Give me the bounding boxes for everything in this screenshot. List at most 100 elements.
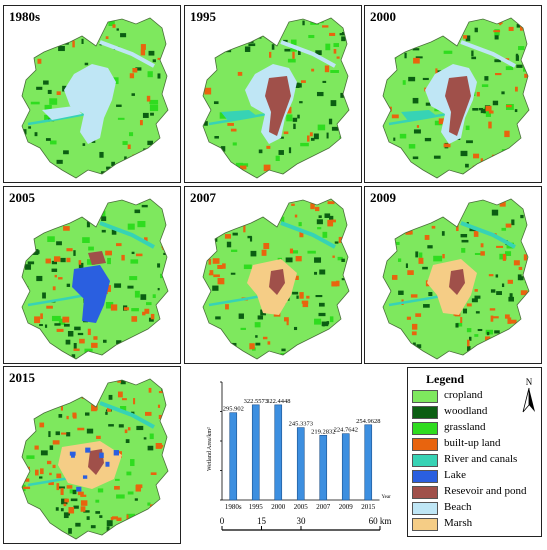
built-up-patch [413,57,420,64]
built-up-patch [485,336,491,341]
built-up-patch [169,411,173,413]
built-up-patch [150,525,157,530]
built-up-patch [486,347,493,353]
bar-2005 [296,427,305,501]
built-up-patch [508,26,514,31]
woodland-patch [166,232,168,237]
panel-year-label: 1980s [9,9,41,24]
woodland-patch [474,295,481,299]
built-up-patch [217,264,223,269]
x-tick-label: 1980s [225,503,242,511]
woodland-patch [90,525,96,529]
built-up-patch [41,385,46,390]
woodland-patch [84,62,89,66]
grassland-patch [308,175,318,178]
woodland-patch [318,302,325,307]
built-up-patch [135,253,143,257]
woodland-patch [157,263,161,268]
built-up-patch [52,464,56,469]
woodland-patch [515,55,519,61]
legend-swatch [412,422,438,435]
woodland-patch [415,56,423,59]
woodland-patch [107,534,111,539]
woodland-patch [147,445,154,451]
built-up-patch [230,128,237,132]
built-up-patch [283,131,289,135]
legend-swatch [412,518,438,531]
built-up-patch [60,404,64,411]
built-up-patch [107,407,112,412]
built-up-patch [391,114,399,119]
built-up-patch [165,494,168,498]
woodland-patch [22,523,28,526]
built-up-patch [301,80,306,83]
woodland-patch [467,346,471,352]
built-up-patch [139,120,143,126]
built-up-patch [46,460,52,465]
woodland-patch [118,424,124,428]
woodland-patch [82,143,86,146]
woodland-patch [484,76,489,81]
grassland-patch [95,499,100,503]
built-up-patch [263,164,271,172]
grassland-patch [138,345,147,350]
built-up-patch [457,358,462,359]
built-up-patch [261,249,267,256]
grassland-patch [105,301,114,309]
grassland-patch [502,354,510,359]
legend-swatch [412,470,438,483]
x-tick-label: 2009 [339,503,354,511]
woodland-patch [40,168,43,172]
built-up-patch [442,254,445,259]
grassland-patch [456,322,463,327]
woodland-patch [255,335,258,338]
built-up-patch [387,245,394,252]
grassland-patch [240,327,246,330]
built-up-patch [56,328,64,332]
woodland-patch [81,38,84,44]
woodland-patch [63,512,69,519]
x-tick-label: 1995 [249,503,264,511]
grassland-patch [22,61,26,66]
grassland-patch [434,120,443,126]
grassland-patch [300,142,309,147]
woodland-patch [134,498,138,501]
built-up-patch [63,226,70,231]
built-up-patch [527,311,529,315]
built-up-patch [121,527,124,534]
built-up-patch [89,384,93,390]
x-tick-label: 2000 [271,503,286,511]
legend-item-cropland: cropland [412,389,540,404]
woodland-patch [425,102,431,106]
built-up-patch [407,270,414,276]
built-up-patch [495,73,502,76]
woodland-patch [343,53,349,58]
built-up-patch [53,256,61,262]
grassland-patch [474,252,483,255]
woodland-patch [36,275,43,282]
woodland-patch [78,262,84,269]
woodland-patch [503,335,511,338]
built-up-patch [46,305,53,309]
grassland-patch [286,114,293,122]
built-up-patch [254,214,257,218]
built-up-patch [322,25,329,28]
woodland-patch [511,219,515,226]
woodland-patch [157,159,163,163]
grassland-patch [126,513,136,519]
canal-line [27,112,87,126]
built-up-patch [529,79,536,83]
built-up-patch [129,73,135,79]
grassland-patch [254,322,261,328]
built-up-patch [488,274,494,277]
built-up-patch [438,118,445,125]
woodland-patch [106,166,111,170]
built-up-patch [392,274,398,280]
built-up-patch [207,219,211,225]
built-up-patch [157,57,161,60]
grassland-patch [209,170,213,175]
built-up-patch [299,231,304,238]
built-up-patch [286,319,289,326]
woodland-patch [284,48,291,52]
built-up-patch [127,144,131,150]
